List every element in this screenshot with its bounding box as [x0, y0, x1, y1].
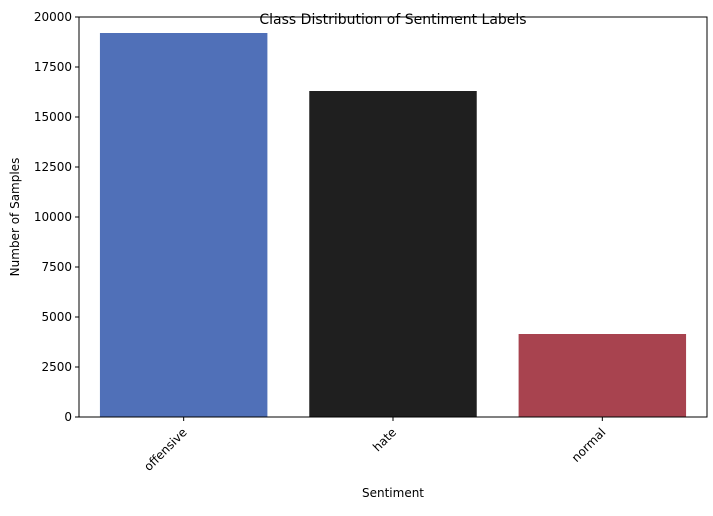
- y-tick-label: 5000: [41, 310, 72, 324]
- bar-normal: [518, 334, 687, 417]
- y-axis: 0 2500 5000 7500 10000 12500 15000 17500 20000: [34, 10, 79, 424]
- x-tick-label-offensive: offensive: [141, 425, 190, 474]
- y-tick-label: 10000: [34, 210, 72, 224]
- y-tick-label: 17500: [34, 60, 72, 74]
- y-tick-label: 0: [64, 410, 72, 424]
- y-tick-label: 15000: [34, 110, 72, 124]
- bar-offensive: [99, 33, 268, 417]
- y-axis-label: Number of Samples: [8, 158, 22, 277]
- x-tick-label-hate: hate: [370, 425, 399, 454]
- y-tick-label: 12500: [34, 160, 72, 174]
- x-axis: offensive hate normal: [141, 417, 608, 474]
- bars: [99, 33, 687, 417]
- y-tick-label: 7500: [41, 260, 72, 274]
- y-tick-label: 2500: [41, 360, 72, 374]
- x-tick-label-normal: normal: [569, 425, 609, 465]
- plot-frame: [78, 16, 708, 418]
- x-axis-label: Sentiment: [362, 486, 424, 500]
- bar-hate: [309, 91, 477, 417]
- y-tick-label: 20000: [34, 10, 72, 24]
- chart-title: Class Distribution of Sentiment Labels: [259, 12, 526, 28]
